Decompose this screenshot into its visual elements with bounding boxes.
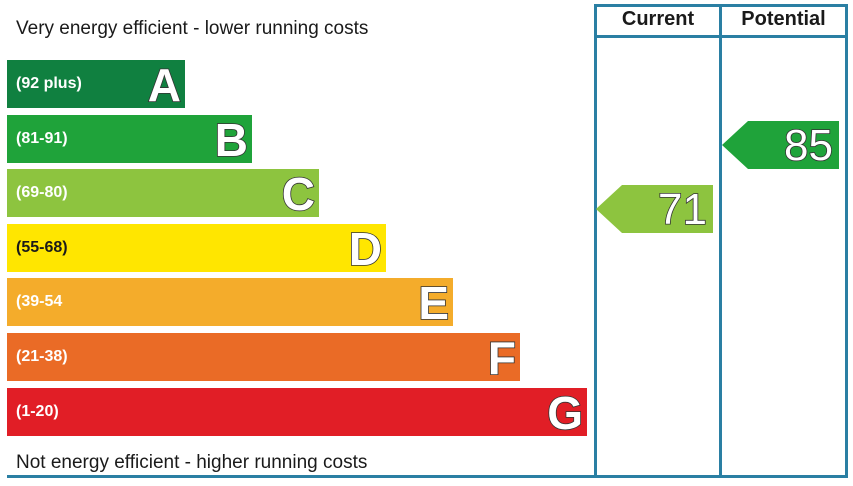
chart-bottom-rule xyxy=(7,475,847,478)
divider-left xyxy=(594,4,597,478)
current-rating-arrow: 71 xyxy=(596,184,713,235)
band-c: (69-80) C xyxy=(7,168,319,220)
band-range-label: (21-38) xyxy=(16,348,68,365)
current-arrow-shape xyxy=(596,185,713,233)
band-range-label: (92 plus) xyxy=(16,75,82,92)
band-g: (1-20) G xyxy=(7,387,587,439)
inefficient-caption: Not energy efficient - higher running co… xyxy=(16,452,368,473)
header-bottom-rule xyxy=(594,35,847,38)
band-letter: B xyxy=(214,114,249,166)
band-b: (81-91) B xyxy=(7,114,252,166)
current-rating-value: 71 xyxy=(657,184,708,235)
band-e: (39-54 E xyxy=(7,277,453,329)
band-d: (55-68) D xyxy=(7,223,386,275)
potential-rating-value: 85 xyxy=(783,120,834,171)
efficient-caption: Very energy efficient - lower running co… xyxy=(16,18,369,39)
potential-arrow-shape xyxy=(722,121,839,169)
potential-column-header: Potential xyxy=(741,8,826,30)
header-top-rule xyxy=(594,4,847,7)
band-a: (92 plus) A xyxy=(7,59,185,111)
band-letter: A xyxy=(147,59,182,111)
band-letter: F xyxy=(487,332,517,384)
band-range-label: (81-91) xyxy=(16,130,68,147)
band-f: (21-38) F xyxy=(7,332,520,384)
band-range-label: (1-20) xyxy=(16,403,59,420)
band-range-label: (69-80) xyxy=(16,184,68,201)
potential-rating-arrow: 85 xyxy=(722,120,839,171)
divider-right xyxy=(845,4,848,478)
band-letter: D xyxy=(348,223,383,275)
band-letter: G xyxy=(546,387,583,439)
current-column-header: Current xyxy=(621,8,695,30)
band-letter: E xyxy=(418,277,450,329)
band-range-label: (55-68) xyxy=(16,239,68,256)
band-letter: C xyxy=(281,168,316,220)
band-range-label: (39-54 xyxy=(16,293,63,310)
divider-middle xyxy=(719,4,722,478)
